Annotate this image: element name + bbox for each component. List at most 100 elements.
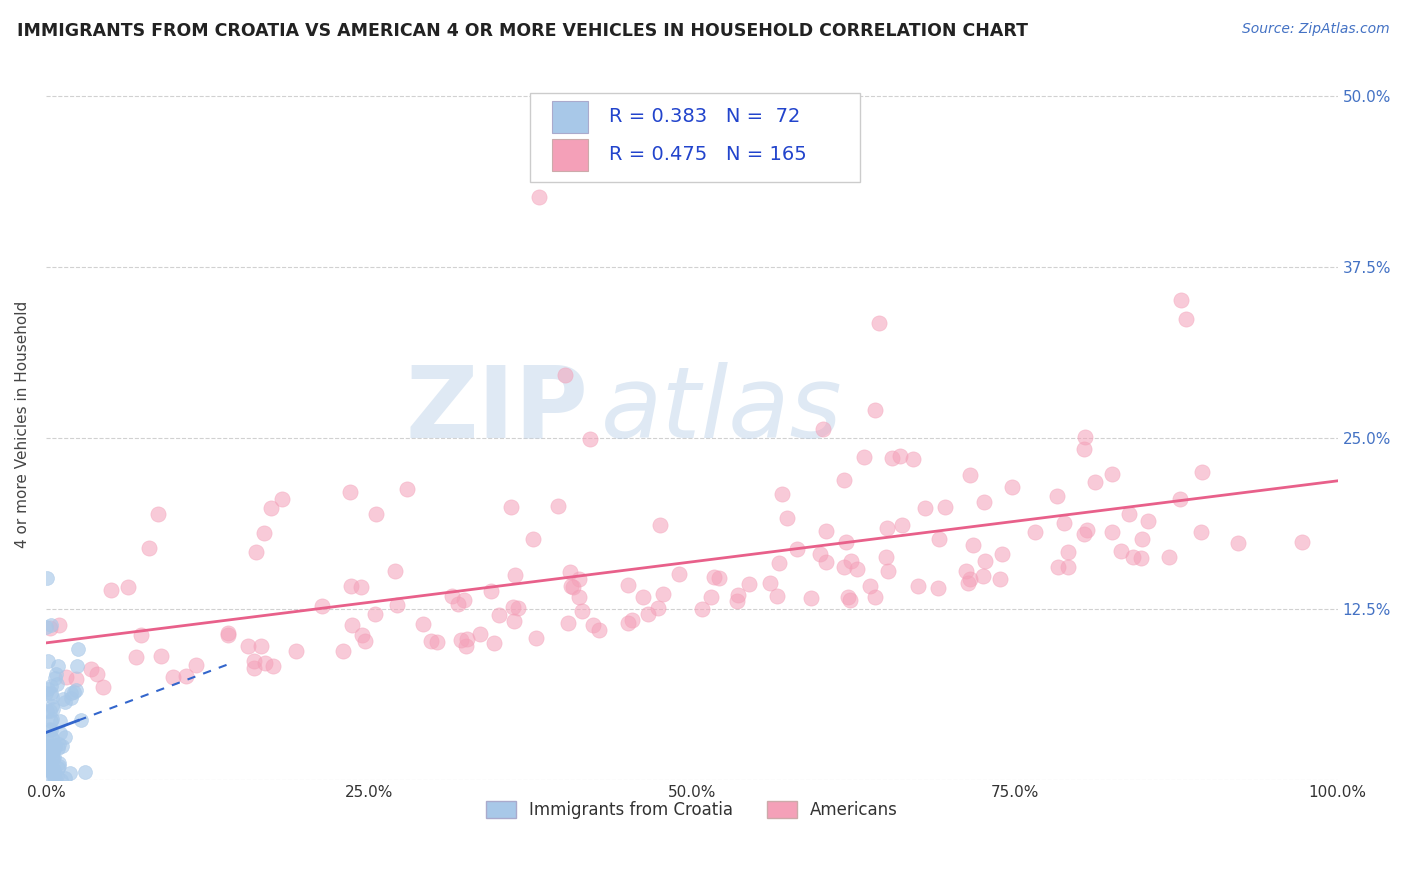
Point [852,450,875,465]
Point [1111,544,1133,558]
Point [59,686,82,700]
Point [59,690,82,705]
Point [582,618,605,632]
Point [41,749,63,764]
Point [1053,516,1076,531]
Point [765,590,787,604]
Point [775,511,797,525]
Point [41,765,63,780]
Point [49,726,72,740]
Point [117,580,139,594]
Point [42,744,65,758]
Point [1045,489,1067,503]
Text: R = 0.383   N =  72: R = 0.383 N = 72 [609,108,800,127]
Point [503,568,526,582]
Point [700,590,723,604]
Point [59,765,82,780]
Point [364,607,387,622]
Point [1130,532,1153,546]
Point [568,572,591,586]
Point [62,685,84,699]
Point [52,691,75,706]
Point [973,495,995,509]
Point [35,741,58,756]
Point [1118,507,1140,521]
Point [55,730,77,744]
Point [928,532,950,546]
Point [758,575,780,590]
Point [80,662,103,676]
Point [184,657,207,672]
Point [138,541,160,555]
Point [863,591,886,605]
Point [499,500,522,514]
Point [859,579,882,593]
Point [39,686,62,700]
Point [1101,467,1123,481]
Point [46,761,69,775]
Point [1130,551,1153,566]
Point [1157,549,1180,564]
Point [37,755,59,769]
Point [35,732,58,747]
Point [815,555,838,569]
Point [846,562,869,576]
Point [506,601,529,615]
Point [568,590,591,604]
Point [440,589,463,603]
Point [48,756,70,770]
Text: atlas: atlas [602,361,844,458]
Point [956,576,979,591]
Point [1168,492,1191,507]
Point [800,591,823,605]
Point [353,634,375,648]
Point [1046,559,1069,574]
FancyBboxPatch shape [530,94,859,182]
Point [988,573,1011,587]
Point [571,604,593,618]
Point [65,683,87,698]
Point [129,628,152,642]
Point [35,754,58,768]
Point [53,695,76,709]
Point [37,704,59,718]
Point [243,654,266,668]
Point [839,554,862,568]
Point [146,507,169,521]
Point [340,617,363,632]
Point [1291,535,1313,549]
Point [41,699,63,714]
Point [1000,480,1022,494]
Point [1074,430,1097,444]
Point [914,501,936,516]
Point [41,731,63,745]
Point [927,581,949,595]
Point [1057,560,1080,574]
Point [38,764,60,778]
Point [48,759,70,773]
Point [253,525,276,540]
Point [447,598,470,612]
Point [38,704,60,718]
Point [558,565,581,579]
Point [41,731,63,746]
Point [727,588,749,602]
Point [38,756,60,770]
Point [502,599,524,614]
Point [522,533,544,547]
Point [786,542,808,557]
Point [1189,525,1212,540]
Point [973,554,995,568]
Point [46,677,69,691]
Point [707,571,730,585]
Point [42,763,65,777]
Point [412,617,434,632]
Point [647,601,669,615]
Point [48,618,70,632]
Point [38,621,60,635]
Point [617,578,640,592]
Point [384,564,406,578]
Point [35,753,58,767]
Point [236,639,259,653]
Point [41,714,63,729]
